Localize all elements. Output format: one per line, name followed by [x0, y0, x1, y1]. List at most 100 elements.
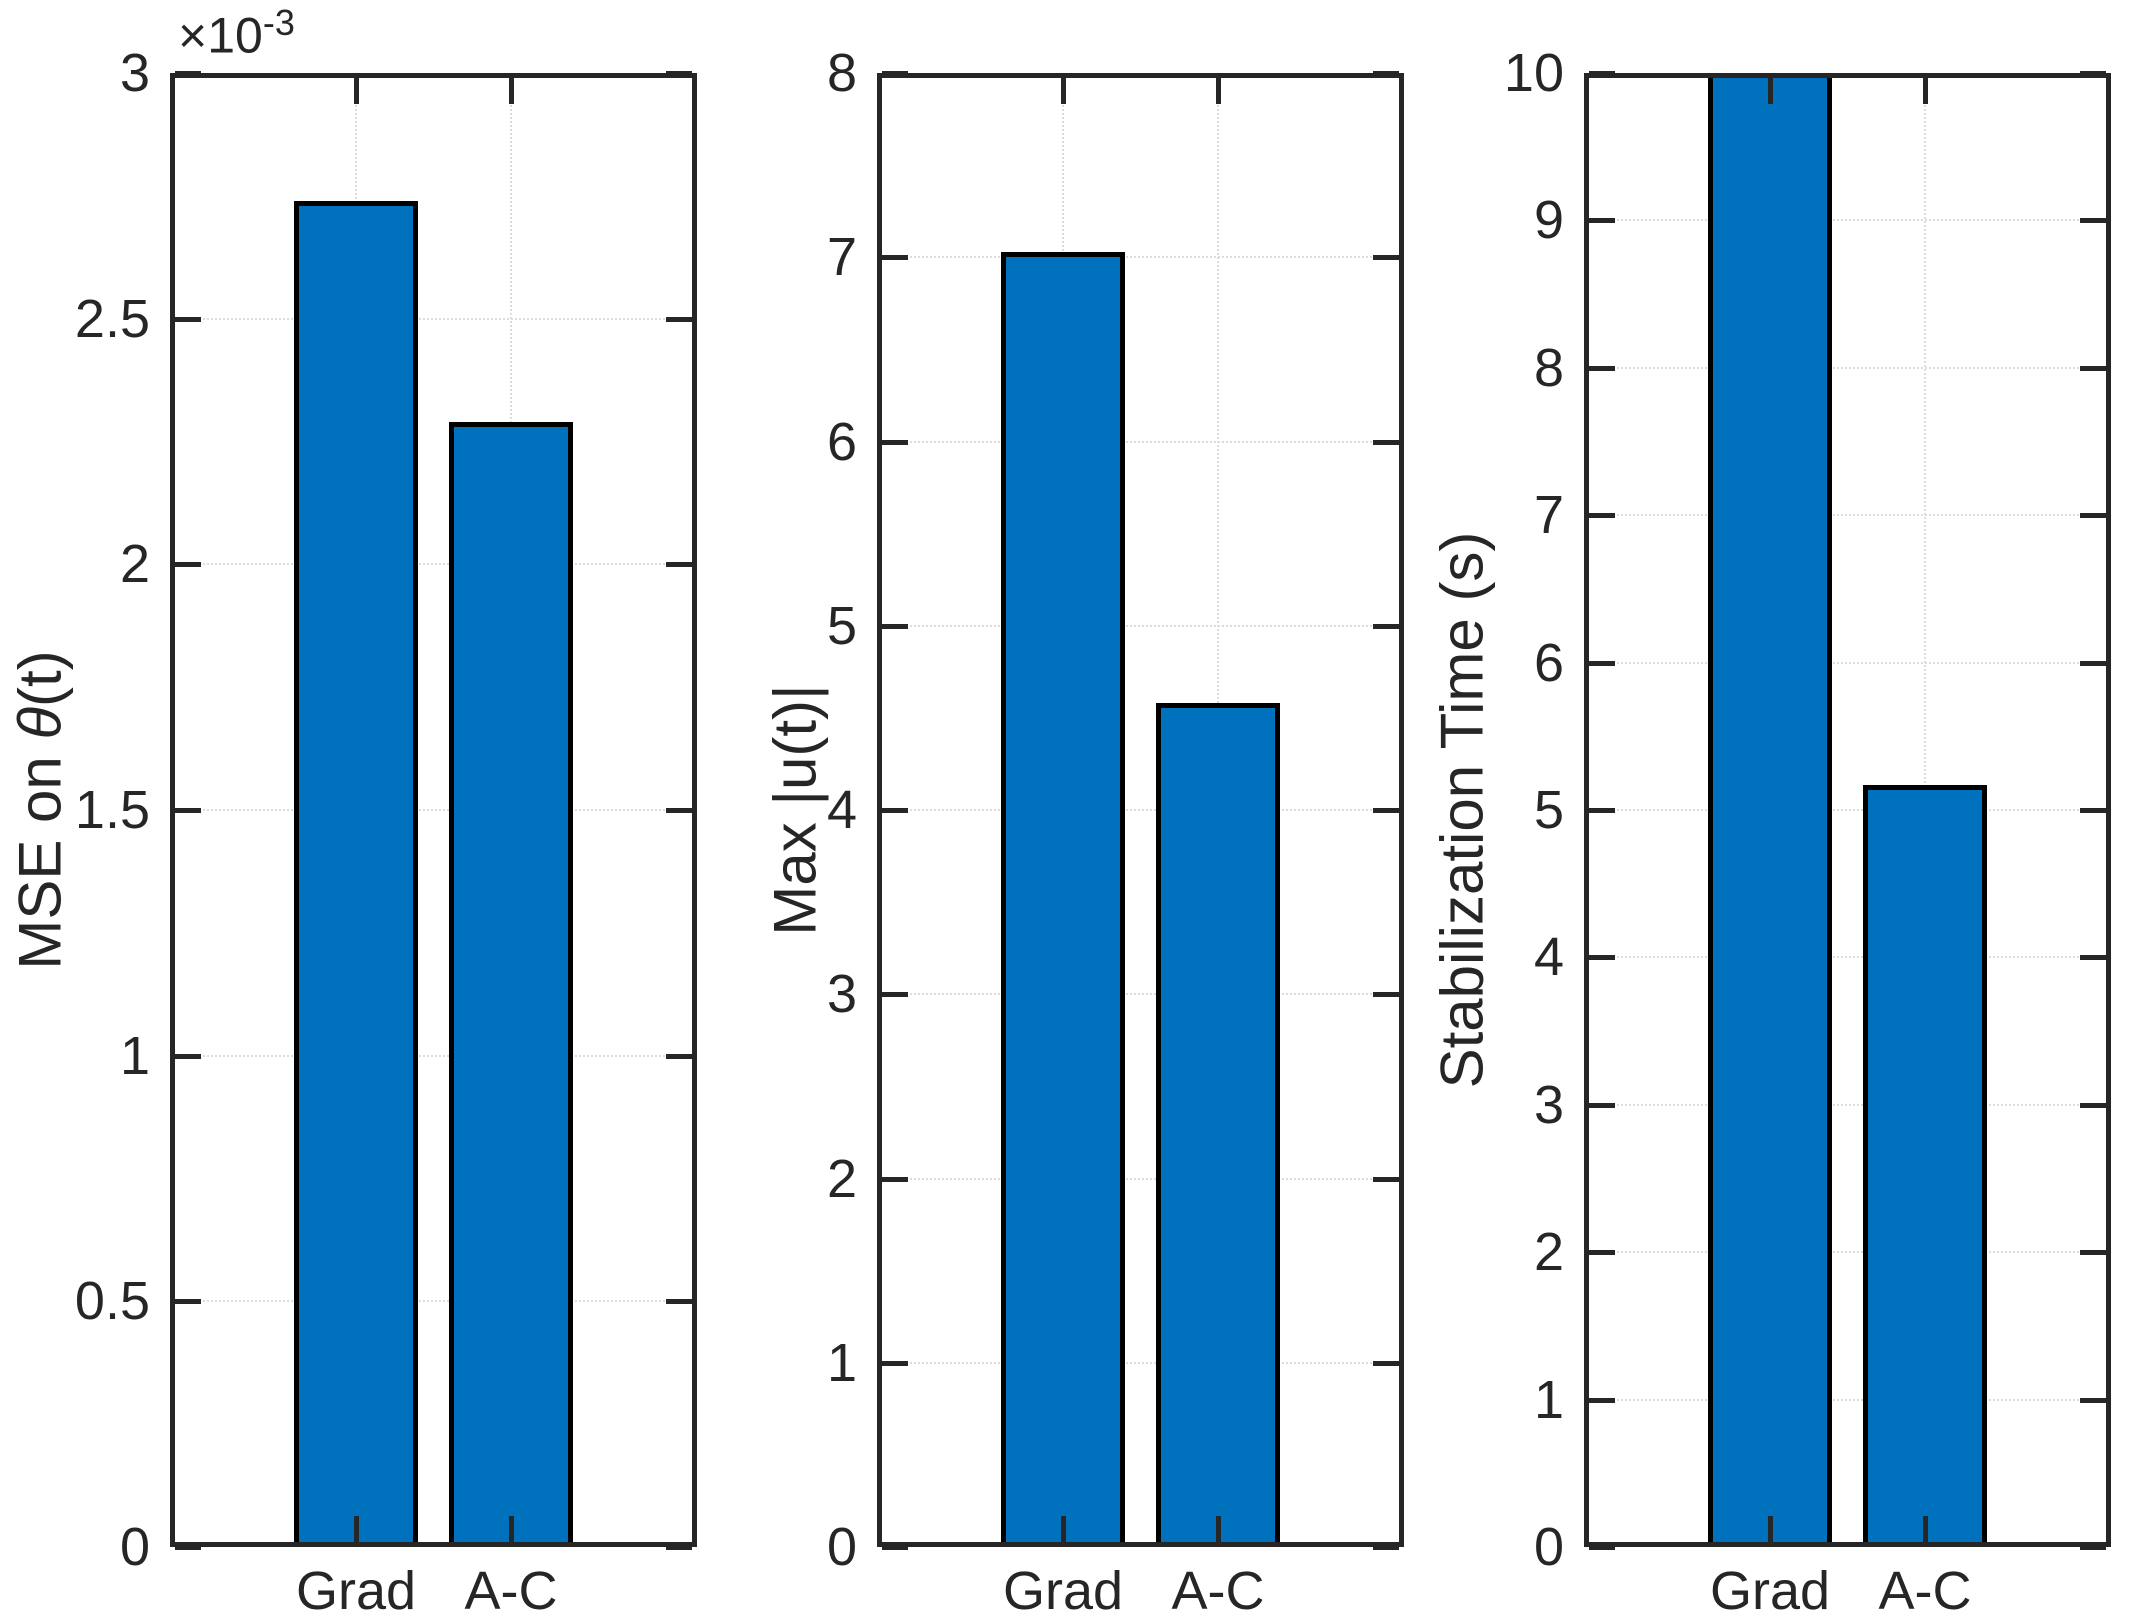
x-tick-label-grad: Grad: [295, 1561, 417, 1621]
y-tick-label: 7: [826, 227, 857, 288]
bar-a-c: [449, 421, 573, 1547]
y-tick-mark-right: [2080, 1545, 2106, 1550]
h-gridline: [170, 563, 697, 566]
y-tick-label: 8: [826, 43, 857, 103]
y-tick-label: 3: [119, 43, 150, 103]
x-tick-label-grad: Grad: [1709, 1561, 1831, 1621]
x-tick-mark-top: [354, 78, 359, 104]
h-gridline: [170, 809, 697, 811]
x-tick-mark-top: [1768, 78, 1773, 104]
h-gridline: [877, 624, 1404, 627]
y-tick-mark-left: [175, 1545, 201, 1550]
y-tick-mark-left: [1589, 365, 1615, 371]
y-tick-mark-left: [175, 1053, 201, 1059]
y-tick-mark-left: [1589, 513, 1615, 519]
y-tick-mark-left: [1589, 1250, 1615, 1256]
x-tick-mark-bottom: [1923, 1516, 1928, 1542]
h-gridline: [1584, 809, 2111, 811]
y-tick-mark-right: [2080, 513, 2106, 519]
y-tick-mark-right: [2080, 955, 2106, 961]
h-gridline: [170, 1054, 697, 1057]
y-tick-mark-left: [1589, 660, 1615, 666]
h-gridline: [877, 993, 1404, 996]
y-tick-mark-right: [2080, 808, 2106, 813]
y-tick-mark-right: [1373, 1176, 1399, 1182]
y-tick-mark-right: [666, 1299, 692, 1305]
y-tick-mark-right: [2080, 1250, 2106, 1256]
y-tick-mark-left: [1589, 71, 1615, 76]
y-tick-mark-right: [1373, 71, 1399, 76]
y-tick-label: 5: [826, 595, 857, 656]
x-tick-mark-bottom: [1061, 1516, 1066, 1542]
y-tick-label: 0: [1533, 1517, 1564, 1577]
y-axis-label: Stabilization Time (s): [1428, 531, 1496, 1089]
y-tick-label: 8: [1533, 337, 1564, 398]
y-tick-label: 10: [1503, 43, 1564, 103]
x-tick-label-grad: Grad: [1002, 1561, 1124, 1621]
h-gridline: [877, 256, 1404, 259]
y-axis-label: MSE on θ(t): [6, 650, 74, 970]
h-gridline: [877, 1177, 1404, 1180]
y-tick-mark-left: [1589, 1545, 1615, 1550]
h-gridline: [1584, 514, 2111, 517]
y-tick-mark-left: [882, 623, 908, 629]
h-gridline: [877, 1361, 1404, 1364]
y-tick-mark-left: [175, 1299, 201, 1305]
x-tick-mark-bottom: [1216, 1516, 1221, 1542]
y-tick-mark-right: [666, 1053, 692, 1059]
y-tick-mark-left: [882, 992, 908, 998]
y-tick-mark-left: [175, 808, 201, 813]
bar-a-c: [1863, 784, 1987, 1547]
y-tick-label: 2: [1533, 1222, 1564, 1283]
bar-grad: [1708, 73, 1832, 1547]
h-gridline: [1584, 1103, 2111, 1106]
x-tick-mark-bottom: [354, 1516, 359, 1542]
y-tick-mark-right: [2080, 365, 2106, 371]
x-tick-mark-top: [1061, 78, 1066, 104]
y-tick-mark-right: [2080, 1397, 2106, 1403]
x-tick-label-a-c: A-C: [1878, 1561, 1972, 1621]
y-tick-label: 4: [1533, 927, 1564, 988]
h-gridline: [1584, 1398, 2111, 1401]
y-tick-mark-right: [666, 808, 692, 813]
y-tick-label: 9: [1533, 190, 1564, 251]
h-gridline: [1584, 661, 2111, 664]
y-tick-mark-left: [1589, 808, 1615, 813]
x-tick-label-a-c: A-C: [1171, 1561, 1265, 1621]
h-gridline: [170, 1300, 697, 1303]
y-tick-mark-right: [1373, 623, 1399, 629]
y-tick-label: 0.5: [74, 1271, 150, 1332]
x-tick-mark-bottom: [1768, 1516, 1773, 1542]
y-tick-label: 0: [119, 1517, 150, 1577]
axes-frame: [1584, 73, 2111, 1547]
bar-grad: [1001, 251, 1125, 1547]
y-tick-mark-right: [1373, 992, 1399, 998]
y-tick-mark-right: [666, 71, 692, 76]
y-tick-mark-left: [882, 255, 908, 261]
y-tick-mark-left: [1589, 1102, 1615, 1108]
y-tick-label: 2: [119, 534, 150, 595]
y-tick-mark-right: [2080, 1102, 2106, 1108]
y-tick-mark-left: [1589, 955, 1615, 961]
y-tick-mark-right: [666, 562, 692, 568]
y-tick-mark-left: [882, 1176, 908, 1182]
h-gridline: [170, 317, 697, 320]
y-tick-label: 0: [826, 1517, 857, 1577]
y-tick-mark-left: [882, 1545, 908, 1550]
y-tick-label: 6: [826, 411, 857, 472]
y-tick-mark-left: [882, 439, 908, 445]
h-gridline: [1584, 956, 2111, 959]
y-tick-mark-right: [2080, 218, 2106, 224]
x-tick-mark-top: [1923, 78, 1928, 104]
y-tick-mark-right: [1373, 255, 1399, 261]
h-gridline: [1584, 219, 2111, 222]
y-tick-mark-left: [175, 71, 201, 76]
y-tick-mark-left: [882, 808, 908, 813]
x-tick-mark-top: [509, 78, 514, 104]
y-tick-label: 1: [826, 1332, 857, 1393]
y-tick-mark-right: [1373, 439, 1399, 445]
y-tick-label: 4: [826, 780, 857, 840]
h-gridline: [1584, 1251, 2111, 1254]
y-tick-label: 1.5: [74, 780, 150, 840]
